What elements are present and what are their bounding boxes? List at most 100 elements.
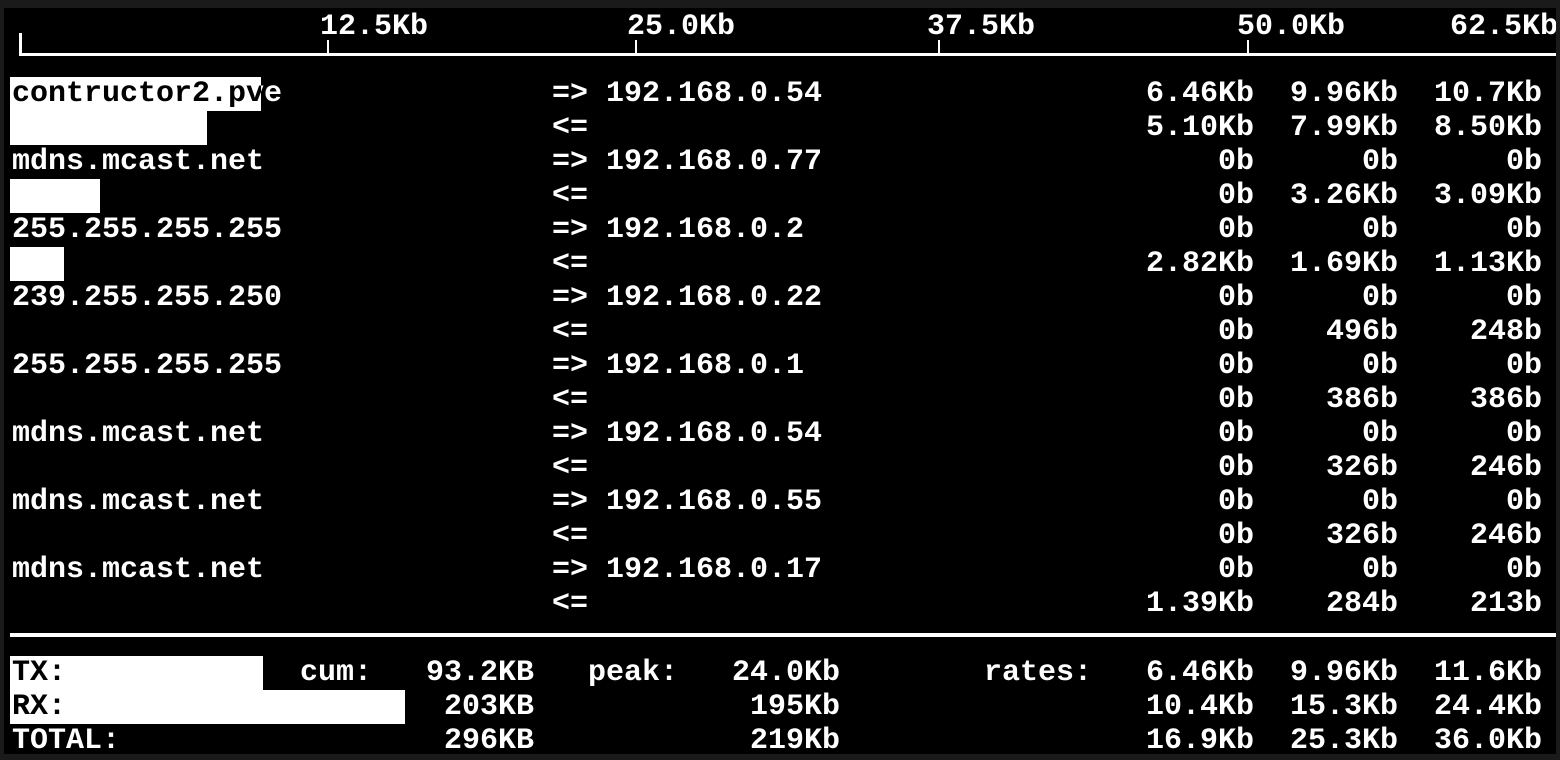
rx-rate-40s: 24.4Kb	[1433, 690, 1542, 724]
ruler-tick	[635, 40, 637, 53]
tx-rate-10s: 9.96Kb	[1289, 656, 1398, 690]
dest-host: 192.168.0.54	[606, 417, 823, 451]
tx-rate-10s: 0b	[1361, 213, 1398, 247]
arrow-out-icon: =>	[552, 281, 589, 315]
tx-rate-2s: 0b	[1217, 485, 1254, 519]
total-rate-40s: 36.0Kb	[1433, 724, 1542, 754]
arrow-in-icon: <=	[552, 179, 589, 213]
cum-label: cum:	[300, 656, 373, 690]
bandwidth-bar-rx-conn0	[10, 111, 207, 145]
ruler-axis-line	[19, 53, 1556, 56]
rx-rate-2s: 0b	[1217, 315, 1254, 349]
tx-rate-2s: 6.46Kb	[1145, 656, 1254, 690]
tx-rate-10s: 0b	[1361, 281, 1398, 315]
arrow-in-icon: <=	[552, 383, 589, 417]
arrow-out-icon: =>	[552, 349, 589, 383]
totals-divider-line	[10, 633, 1556, 637]
tx-rate-40s: 0b	[1505, 213, 1542, 247]
connection-row-out: mdns.mcast.net => 192.168.0.17 0b 0b 0b	[4, 553, 1556, 587]
arrow-in-icon: <=	[552, 587, 589, 621]
rx-rate-2s: 0b	[1217, 519, 1254, 553]
scale-label: 50.0Kb	[1237, 10, 1346, 44]
rx-cumulative: 203KB	[443, 690, 534, 724]
rx-rate-2s: 10.4Kb	[1145, 690, 1254, 724]
rx-rate-10s: 386b	[1325, 383, 1398, 417]
tx-rate-10s: 0b	[1361, 485, 1398, 519]
rx-rate-10s: 15.3Kb	[1289, 690, 1398, 724]
dest-host: 192.168.0.1	[606, 349, 805, 383]
connection-row-in: <= 0b 386b 386b	[4, 383, 1556, 417]
arrow-out-icon: =>	[552, 485, 589, 519]
rx-rate-10s: 3.26Kb	[1289, 179, 1398, 213]
scale-label: 12.5Kb	[320, 10, 429, 44]
tx-rate-2s: 0b	[1217, 145, 1254, 179]
source-host: 255.255.255.255	[12, 349, 283, 383]
arrow-out-icon: =>	[552, 553, 589, 587]
rx-rate-10s: 7.99Kb	[1289, 111, 1398, 145]
iftop-terminal[interactable]: 12.5Kb 25.0Kb 37.5Kb 50.0Kb 62.5Kb contr…	[4, 8, 1556, 754]
tx-rate-2s: 0b	[1217, 281, 1254, 315]
ruler-tick	[1247, 40, 1249, 53]
arrow-out-icon: =>	[552, 77, 589, 111]
connection-row-out: 255.255.255.255 => 192.168.0.2 0b 0b 0b	[4, 213, 1556, 247]
tx-rate-40s: 0b	[1505, 349, 1542, 383]
total-rate-2s: 16.9Kb	[1145, 724, 1254, 754]
dest-host: 192.168.0.55	[606, 485, 823, 519]
rx-rate-40s: 8.50Kb	[1433, 111, 1542, 145]
connection-row-in: <= 0b 326b 246b	[4, 451, 1556, 485]
rates-label: rates:	[984, 656, 1093, 690]
ruler-tick	[327, 40, 329, 53]
rx-rate-2s: 1.39Kb	[1145, 587, 1254, 621]
connection-row-out: mdns.mcast.net => 192.168.0.55 0b 0b 0b	[4, 485, 1556, 519]
tx-rate-2s: 0b	[1217, 213, 1254, 247]
rx-rate-10s: 1.69Kb	[1289, 247, 1398, 281]
tx-rate-40s: 0b	[1505, 281, 1542, 315]
rx-rate-10s: 284b	[1325, 587, 1398, 621]
bandwidth-bar-rx-total	[10, 690, 405, 724]
connection-row-in: <= 0b 326b 246b	[4, 519, 1556, 553]
ruler-origin-tick	[19, 33, 22, 53]
source-host: mdns.mcast.net	[12, 485, 265, 519]
arrow-out-icon: =>	[552, 417, 589, 451]
rx-rate-2s: 0b	[1217, 451, 1254, 485]
connection-row-out: mdns.mcast.net => 192.168.0.77 0b 0b 0b	[4, 145, 1556, 179]
bandwidth-bar-rx-conn1	[10, 179, 100, 213]
connection-row-out: 255.255.255.255 => 192.168.0.1 0b 0b 0b	[4, 349, 1556, 383]
connection-row-in: <= 2.82Kb 1.69Kb 1.13Kb	[4, 247, 1556, 281]
total-label: TOTAL:	[12, 724, 121, 754]
arrow-in-icon: <=	[552, 519, 589, 553]
dest-host: 192.168.0.54	[606, 77, 823, 111]
arrow-in-icon: <=	[552, 451, 589, 485]
rx-rate-2s: 5.10Kb	[1145, 111, 1254, 145]
arrow-in-icon: <=	[552, 111, 589, 145]
rx-rate-40s: 1.13Kb	[1433, 247, 1542, 281]
arrow-out-icon: =>	[552, 145, 589, 179]
source-host: mdns.mcast.net	[12, 145, 265, 179]
scale-label: 25.0Kb	[627, 10, 736, 44]
tx-rate-2s: 0b	[1217, 553, 1254, 587]
bandwidth-bar-tx-conn0	[10, 77, 261, 111]
ruler-tick	[938, 40, 940, 53]
scale-label: 62.5Kb	[1450, 10, 1556, 44]
bandwidth-bar-tx-total	[10, 656, 263, 690]
rx-peak: 195Kb	[749, 690, 840, 724]
dest-host: 192.168.0.17	[606, 553, 823, 587]
rx-rate-2s: 0b	[1217, 383, 1254, 417]
rx-rate-40s: 246b	[1469, 451, 1542, 485]
rx-rate-40s: 248b	[1469, 315, 1542, 349]
rx-totals-row: RX: 203KB 195Kb 10.4Kb 15.3Kb 24.4Kb	[4, 690, 1556, 724]
bandwidth-bar-rx-conn2	[10, 247, 64, 281]
total-totals-row: TOTAL: 296KB 219Kb 16.9Kb 25.3Kb 36.0Kb	[4, 724, 1556, 754]
tx-rate-40s: 0b	[1505, 553, 1542, 587]
total-cumulative: 296KB	[443, 724, 534, 754]
scale-label: 37.5Kb	[927, 10, 1036, 44]
dest-host: 192.168.0.22	[606, 281, 823, 315]
tx-rate-2s: 0b	[1217, 417, 1254, 451]
rx-rate-2s: 0b	[1217, 179, 1254, 213]
tx-rate-2s: 6.46Kb	[1145, 77, 1254, 111]
connection-row-out: 239.255.255.250 => 192.168.0.22 0b 0b 0b	[4, 281, 1556, 315]
tx-cumulative: 93.2KB	[425, 656, 534, 690]
rx-rate-10s: 496b	[1325, 315, 1398, 349]
dest-host: 192.168.0.77	[606, 145, 823, 179]
tx-rate-10s: 0b	[1361, 145, 1398, 179]
